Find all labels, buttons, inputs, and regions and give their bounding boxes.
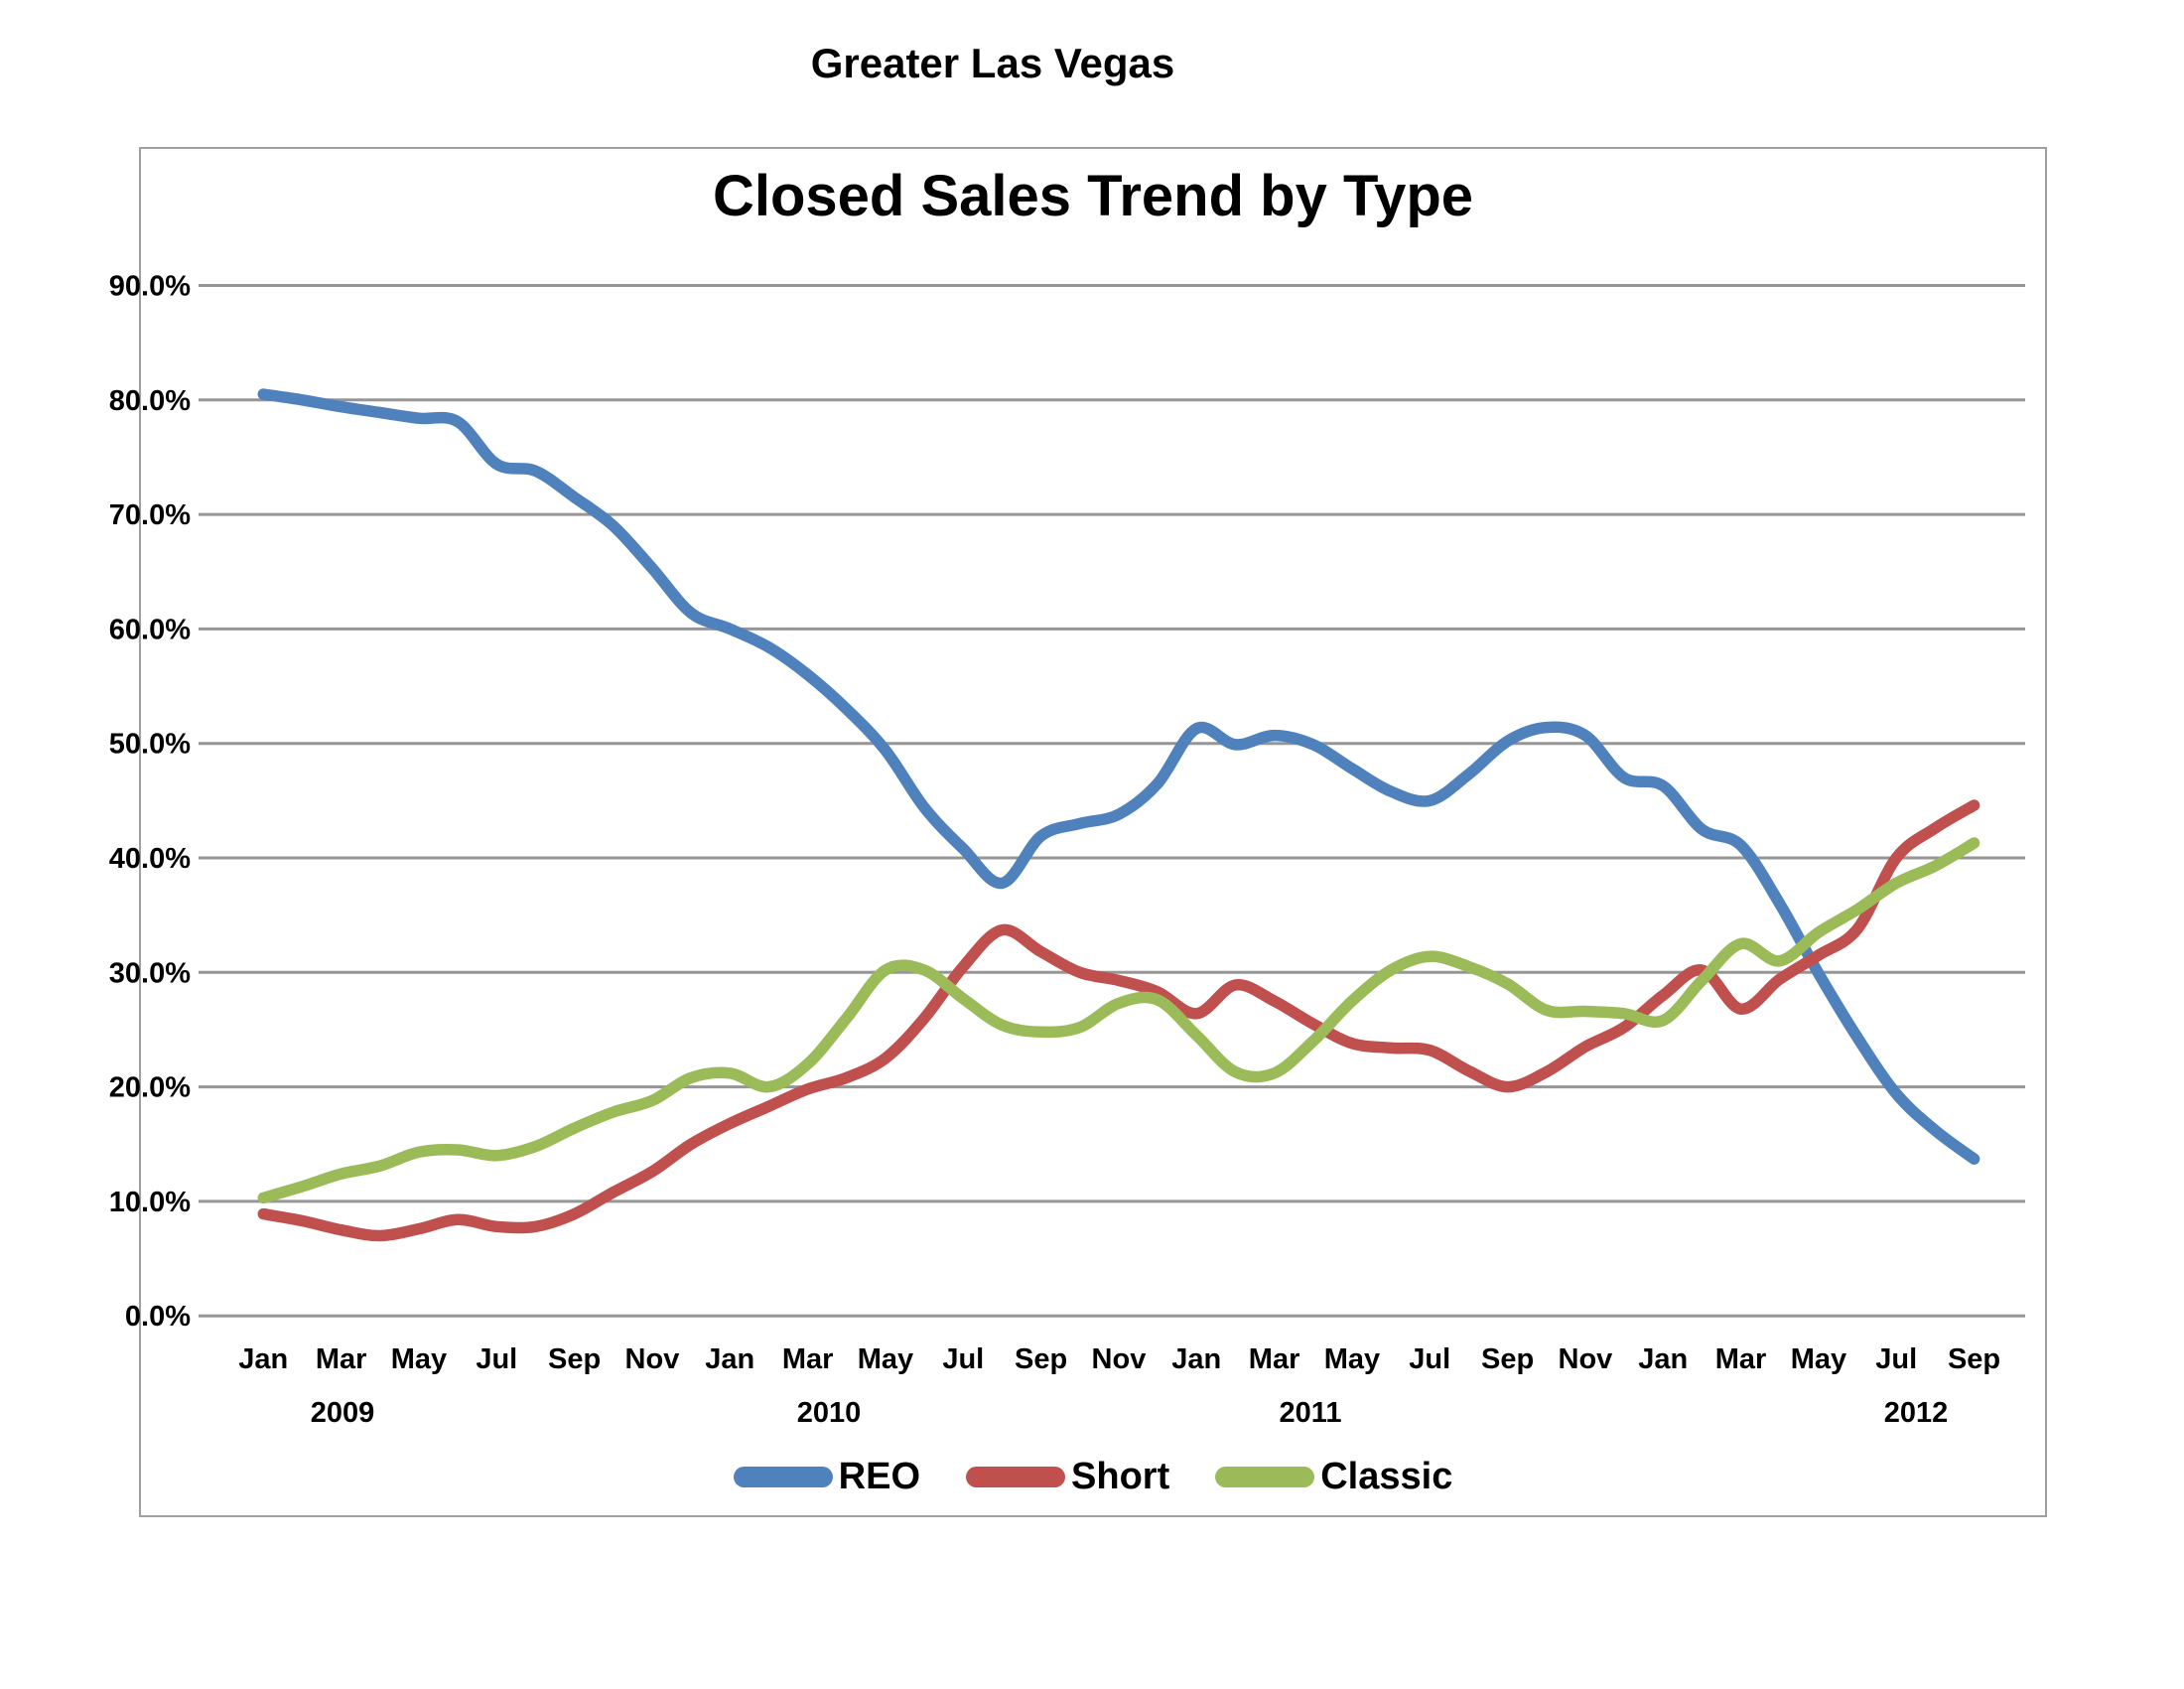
x-axis-label-Mar-2012: Mar [1715, 1343, 1767, 1375]
classic-line [257, 837, 1980, 1204]
x-axis-label-Jan-2009: Jan [238, 1343, 288, 1375]
chart-frame: Closed Sales Trend by Type REO Short Class… [139, 147, 2047, 1517]
x-axis-label-Mar-2011: Mar [1249, 1343, 1300, 1375]
gridlines [199, 284, 2025, 1318]
y-axis-label-30: 30.0% [109, 957, 191, 989]
y-axis-label-70: 70.0% [109, 499, 191, 531]
chart-title: Closed Sales Trend by Type [712, 164, 1474, 228]
legend: REO Short Classic [141, 1447, 2045, 1506]
page-title: Greater Las Vegas [810, 40, 1175, 86]
short-line [257, 799, 1980, 1242]
legend-label-short: Short [1071, 1455, 1170, 1497]
y-axis-label-40: 40.0% [109, 843, 191, 875]
legend-item-short: Short [966, 1456, 1169, 1498]
x-axis-label-Jan-2011: Jan [1171, 1343, 1221, 1375]
y-axis-label-60: 60.0% [109, 614, 191, 645]
x-axis-label-Jul-2012: Jul [1875, 1343, 1917, 1375]
x-axis-label-May-2009: May [391, 1343, 447, 1375]
y-axis-labels: 0.0% 10.0% 20.0% 30.0% 40.0% 50.0% 60.0% 70.0% 8… [109, 271, 191, 1334]
year-label-2010: 2010 [797, 1397, 862, 1429]
y-axis-label-90: 90.0% [109, 271, 191, 303]
legend-swatch-classic [1215, 1466, 1315, 1487]
reo-line [257, 388, 1980, 1165]
legend-label-reo: REO [838, 1455, 921, 1497]
x-axis-label-Jul-2010: Jul [942, 1343, 984, 1375]
x-axis-label-May-2011: May [1324, 1343, 1380, 1375]
year-label-2012: 2012 [1884, 1397, 1949, 1429]
x-axis-label-Mar-2010: Mar [782, 1343, 834, 1375]
series-lines [257, 388, 1980, 1242]
x-axis-label-Jul-2009: Jul [476, 1343, 517, 1375]
y-axis-label-0: 0.0% [125, 1301, 191, 1333]
x-axis-label-Jan-2012: Jan [1638, 1343, 1688, 1375]
x-axis-label-Sep-2009: Sep [548, 1343, 601, 1375]
year-label-2011: 2011 [1280, 1397, 1342, 1429]
x-axis-label-May-2012: May [1791, 1343, 1846, 1375]
year-label-2009: 2009 [311, 1397, 375, 1429]
legend-label-classic: Classic [1320, 1455, 1453, 1497]
y-axis-label-20: 20.0% [109, 1072, 191, 1104]
x-axis-label-Nov-2010: Nov [1092, 1343, 1147, 1375]
legend-item-reo: REO [733, 1455, 921, 1498]
x-axis-label-Sep-2010: Sep [1015, 1343, 1067, 1375]
x-axis-label-May-2010: May [858, 1343, 913, 1375]
x-axis-label-Jan-2010: Jan [705, 1343, 754, 1375]
y-axis-label-50: 50.0% [109, 729, 191, 761]
legend-swatch-short [966, 1466, 1066, 1487]
x-axis-label-Sep-2011: Sep [1481, 1343, 1534, 1375]
x-axis-labels: Jan Mar May Jul Sep Nov Jan Mar May Jul Sep Nov Jan M… [238, 1343, 2000, 1375]
x-axis-label-Sep-2012: Sep [1948, 1343, 2000, 1375]
legend-item-classic: Classic [1215, 1456, 1452, 1498]
x-axis-year-labels: 2009 2010 2011 2012 [311, 1397, 1949, 1429]
x-axis-label-Nov-2009: Nov [625, 1343, 680, 1375]
x-axis-label-Mar-2009: Mar [316, 1343, 367, 1375]
y-axis-label-80: 80.0% [109, 385, 191, 417]
legend-swatch-reo [733, 1466, 833, 1487]
x-axis-label-Jul-2011: Jul [1409, 1343, 1450, 1375]
y-axis-label-10: 10.0% [109, 1187, 191, 1218]
x-axis-label-Nov-2011: Nov [1559, 1343, 1613, 1375]
